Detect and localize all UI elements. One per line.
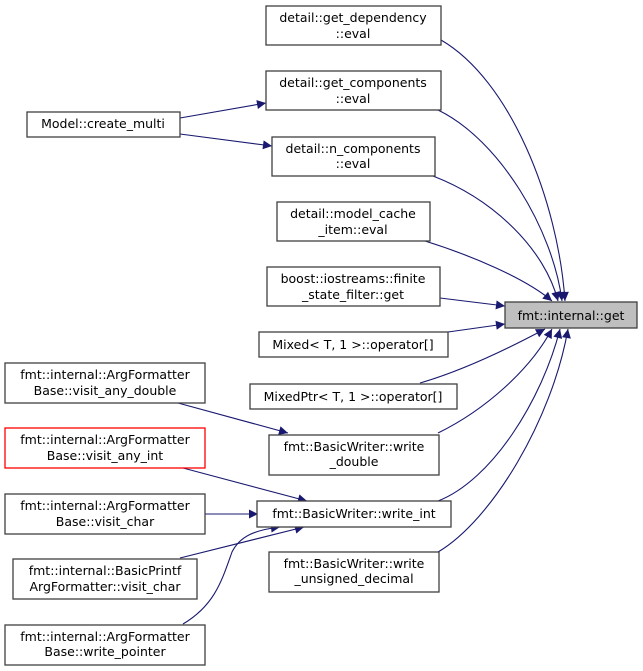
node-printf-visit-char[interactable]: fmt::internal::BasicPrintf ArgFormatter:…	[12, 558, 198, 600]
node-get-dependency[interactable]: detail::get_dependency ::eval	[265, 5, 442, 46]
node-finite-state-filter[interactable]: boost::iostreams::finite _state_filter::…	[266, 266, 441, 307]
node-write-int[interactable]: fmt::BasicWriter::write_int	[256, 500, 452, 528]
edge-create-multi-to-n-components	[179, 133, 273, 150]
edge-visit-any-double-to-write-double	[177, 402, 289, 435]
node-visit-any-int[interactable]: fmt::internal::ArgFormatter Base::visit_…	[4, 427, 206, 469]
edge-finite-state-to-get	[439, 297, 506, 310]
node-visit-char[interactable]: fmt::internal::ArgFormatter Base::visit_…	[4, 493, 206, 535]
edge-mixed-to-get	[447, 320, 506, 333]
edge-write-unsigned-to-get	[437, 328, 571, 553]
node-label: Mixed< T, 1 >::operator[]	[272, 337, 433, 352]
node-n-components[interactable]: detail::n_components ::eval	[271, 136, 436, 177]
node-label: detail::model_cache	[290, 206, 416, 221]
edge-printf-visit-char-to-write-int	[179, 524, 305, 559]
node-label: Base::visit_any_int	[47, 448, 163, 463]
edge-write-pointer-to-write-int	[182, 523, 281, 625]
edge-mixedptr-to-get	[419, 328, 546, 384]
node-label: Base::visit_char	[56, 514, 155, 529]
node-label: fmt::internal::ArgFormatter	[20, 367, 190, 382]
node-label: fmt::internal::get	[518, 308, 625, 323]
node-target[interactable]: fmt::internal::get	[504, 301, 638, 329]
node-label: detail::n_components	[286, 141, 421, 156]
edge-n-components-to-get	[432, 175, 561, 302]
node-label: fmt::BasicWriter::write	[284, 439, 425, 454]
node-label: detail::get_dependency	[279, 10, 427, 25]
node-label: ArgFormatter::visit_char	[30, 579, 182, 594]
node-write-unsigned-decimal[interactable]: fmt::BasicWriter::write _unsigned_decima…	[268, 551, 440, 593]
node-label: Base::write_pointer	[44, 644, 166, 659]
node-label: ::eval	[336, 156, 371, 171]
node-mixedptr-operator[interactable]: MixedPtr< T, 1 >::operator[]	[249, 383, 458, 410]
node-label: fmt::BasicWriter::write	[284, 556, 425, 571]
node-label: fmt::BasicWriter::write_int	[272, 506, 435, 521]
edge-get-dependency-to-get	[440, 39, 569, 302]
node-get-components[interactable]: detail::get_components ::eval	[265, 70, 442, 111]
node-create-multi[interactable]: Model::create_multi	[26, 111, 181, 138]
node-write-pointer[interactable]: fmt::internal::ArgFormatter Base::write_…	[4, 624, 206, 666]
node-write-double[interactable]: fmt::BasicWriter::write _double	[268, 434, 440, 476]
node-label: Base::visit_any_double	[34, 383, 177, 398]
edge-visit-any-int-to-write-int	[182, 467, 308, 504]
node-model-cache-item[interactable]: detail::model_cache _item::eval	[276, 201, 431, 242]
node-label: MixedPtr< T, 1 >::operator[]	[264, 389, 443, 404]
node-label: fmt::internal::ArgFormatter	[20, 629, 190, 644]
edge-get-components-to-get	[437, 109, 566, 302]
node-visit-any-double[interactable]: fmt::internal::ArgFormatter Base::visit_…	[4, 362, 206, 404]
node-label: ::eval	[336, 26, 371, 41]
edge-model-cache-to-get	[424, 240, 553, 302]
edge-write-int-to-get	[437, 328, 563, 502]
node-label: _unsigned_decimal	[293, 571, 413, 586]
node-label: detail::get_components	[279, 75, 427, 90]
node-label: _item::eval	[317, 222, 387, 237]
edges	[177, 39, 571, 625]
node-label: _double	[329, 454, 379, 469]
node-label: boost::iostreams::finite	[281, 271, 426, 286]
node-label: fmt::internal::ArgFormatter	[20, 498, 190, 513]
node-label: fmt::internal::BasicPrintf	[29, 563, 182, 578]
edge-create-multi-to-get-components	[179, 100, 267, 119]
node-mixed-operator[interactable]: Mixed< T, 1 >::operator[]	[258, 331, 449, 358]
node-label: fmt::internal::ArgFormatter	[20, 432, 190, 447]
node-label: Model::create_multi	[41, 116, 165, 131]
edge-write-double-to-get	[437, 328, 553, 434]
node-label: _state_filter::get	[301, 287, 404, 302]
node-label: ::eval	[336, 91, 371, 106]
